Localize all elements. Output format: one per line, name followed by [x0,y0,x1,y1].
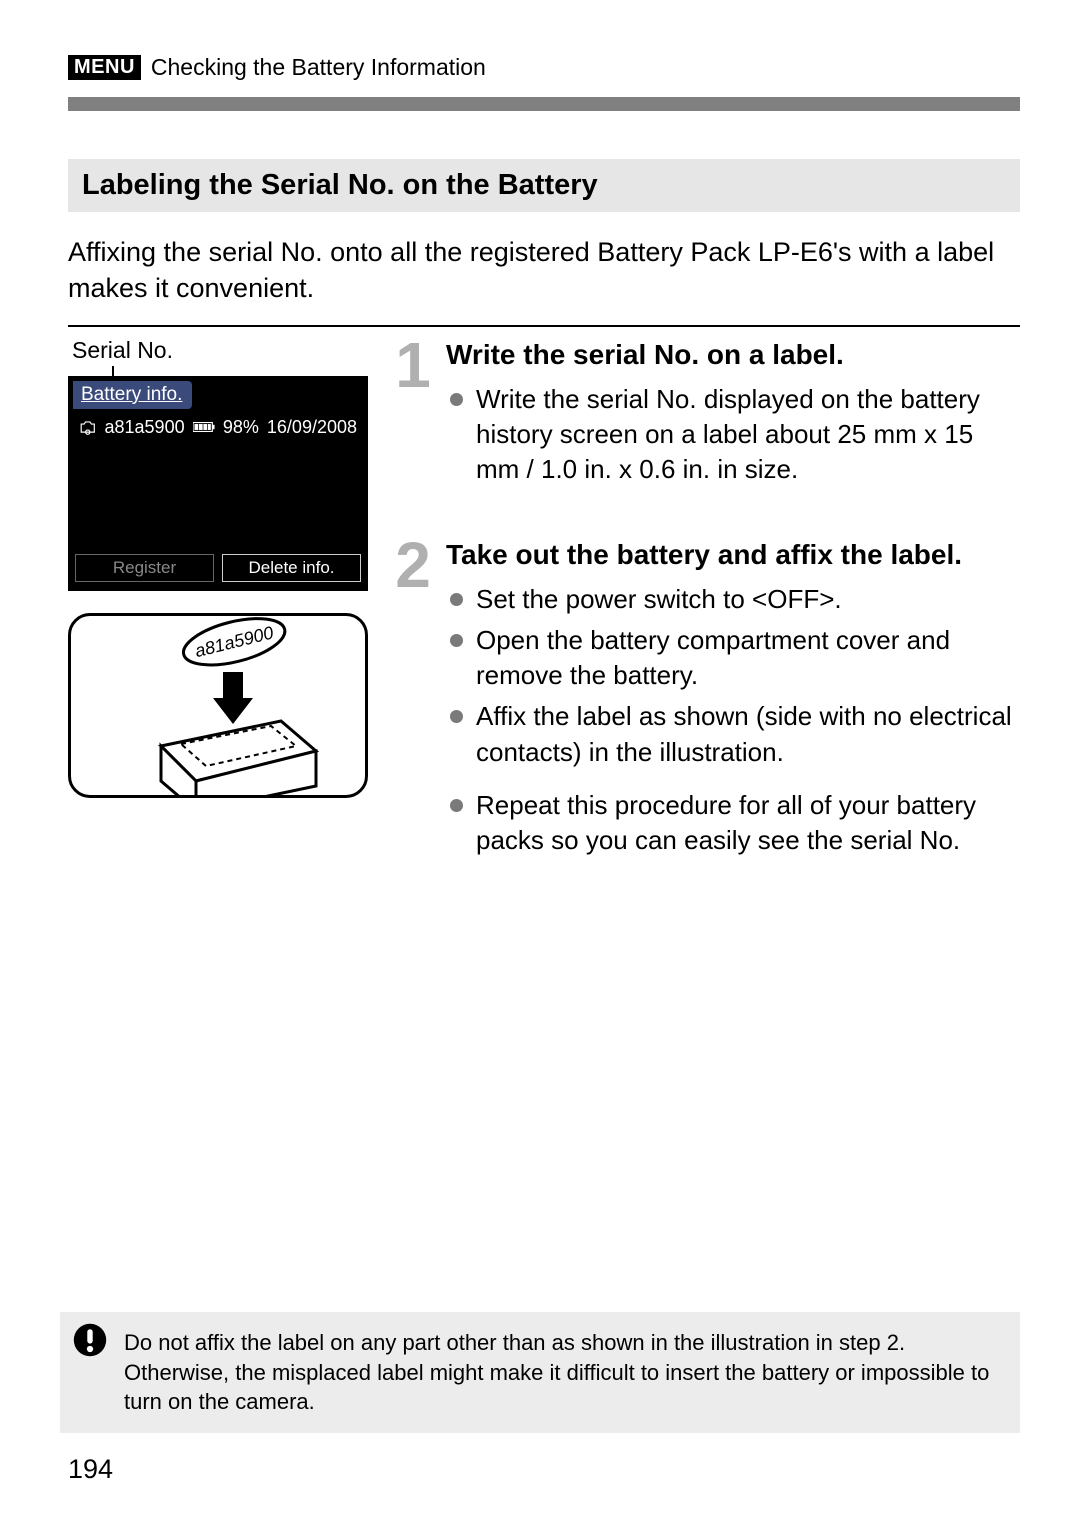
camera-icon [79,419,97,435]
lcd-serial: a81a5900 [105,417,185,438]
off-label: OFF [767,582,819,617]
list-item: Open the battery compartment cover and r… [446,623,1020,693]
section-intro: Affixing the serial No. onto all the reg… [68,234,1020,307]
battery-icon [193,420,215,434]
caution-note: Do not affix the label on any part other… [60,1312,1020,1433]
battery-shape [161,721,316,798]
register-button: Register [75,554,214,582]
lcd-title: Battery info. [73,381,192,409]
list-item: Write the serial No. displayed on the ba… [446,382,1020,487]
body: Serial No. Battery info. a81a5900 [68,337,1020,874]
lcd-screenshot: Battery info. a81a5900 98% [68,376,368,591]
serial-caption: Serial No. [68,337,368,364]
lcd-info-row: a81a5900 98% 16/09/2008 [69,409,367,444]
step-1: 1 Write the serial No. on a label. Write… [388,337,1020,493]
caution-icon [72,1322,108,1358]
header-divider [68,97,1020,111]
delete-info-button: Delete info. [222,554,361,582]
right-column: 1 Write the serial No. on a label. Write… [388,337,1020,874]
lcd-empty-area [69,444,367,554]
step-1-bullets: Write the serial No. displayed on the ba… [446,382,1020,487]
lcd-date: 16/09/2008 [267,417,357,438]
menu-badge: MENU [68,55,141,80]
step-2-title: Take out the battery and affix the label… [446,537,1020,572]
left-column: Serial No. Battery info. a81a5900 [68,337,368,874]
caution-text: Do not affix the label on any part other… [124,1330,989,1414]
arrow-down-icon [213,672,253,724]
step-number: 2 [388,537,438,864]
page-number: 194 [68,1454,113,1485]
manual-page: MENU Checking the Battery Information La… [0,0,1080,1521]
list-item: Affix the label as shown (side with no e… [446,699,1020,769]
header-title: Checking the Battery Information [151,54,486,81]
lcd-buttons: Register Delete info. [69,554,367,586]
lcd-percent: 98% [223,417,259,438]
step-2-bullets: Set the power switch to <OFF>. Open the … [446,582,1020,858]
step-number: 1 [388,337,438,493]
list-item: Set the power switch to <OFF>. [446,582,1020,617]
bullet-text: Set the power switch to < [476,584,767,614]
battery-illustration: a81a5900 [68,613,368,798]
divider [68,325,1020,327]
step-2: 2 Take out the battery and affix the lab… [388,537,1020,864]
step-1-title: Write the serial No. on a label. [446,337,1020,372]
list-item: Repeat this procedure for all of your ba… [446,788,1020,858]
bullet-text: >. [819,584,841,614]
callout-tick [112,366,114,376]
battery-label-diagram: a81a5900 [71,616,368,798]
section-heading: Labeling the Serial No. on the Battery [68,159,1020,212]
page-header: MENU Checking the Battery Information [68,54,1020,81]
